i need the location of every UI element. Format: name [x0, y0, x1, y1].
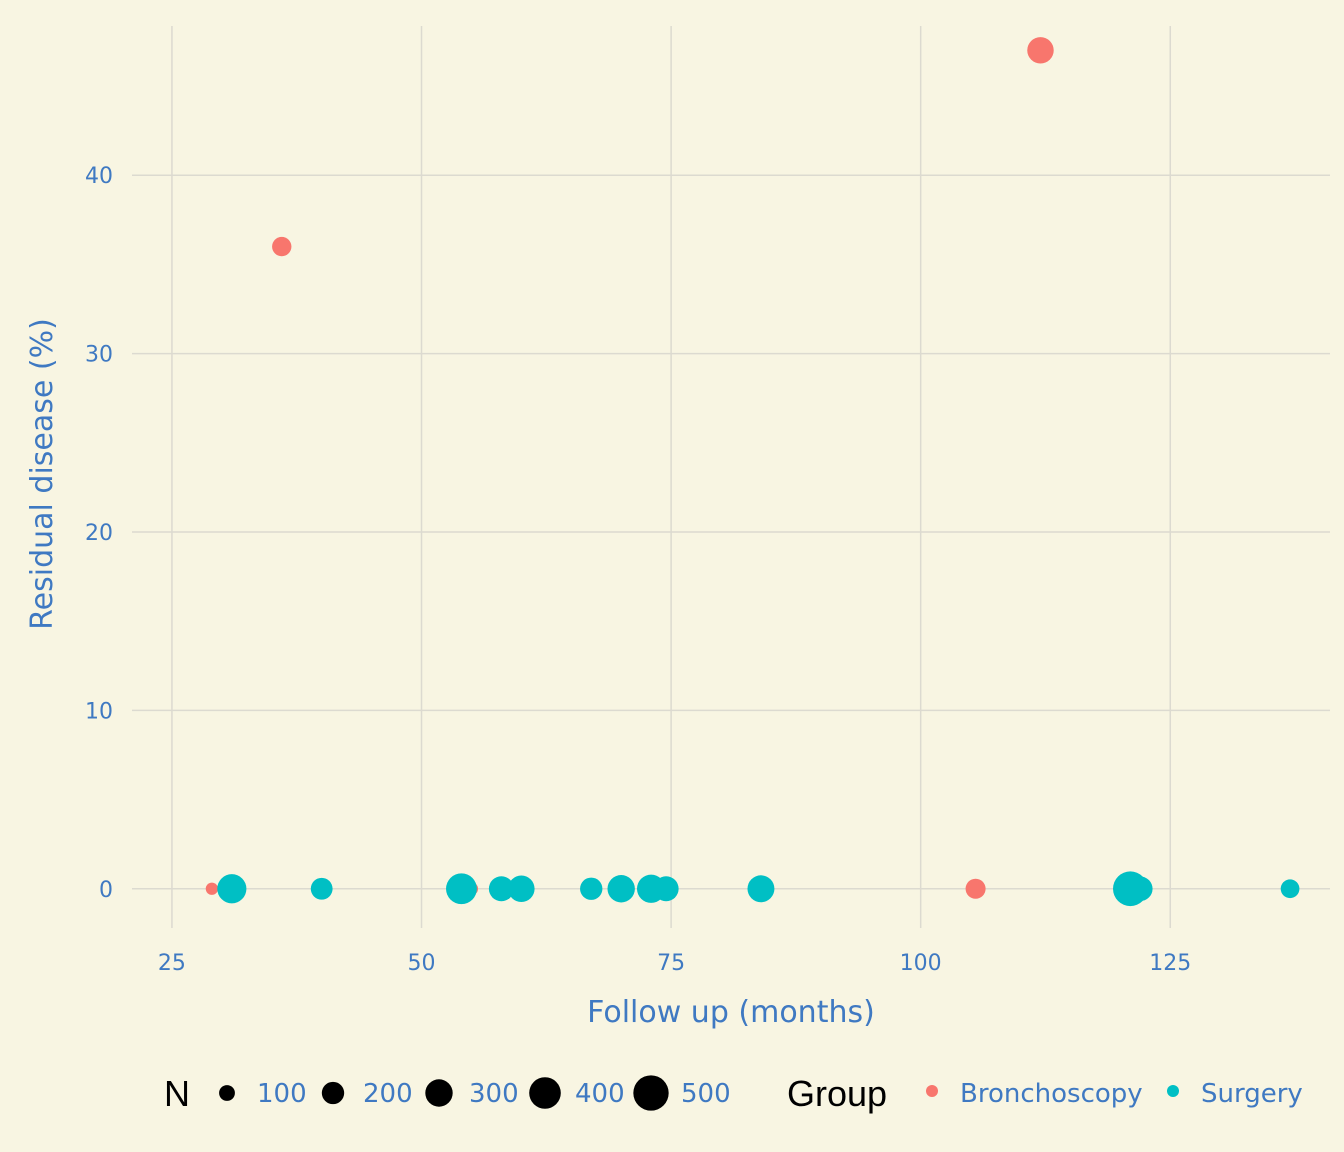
data-point — [607, 875, 635, 903]
data-point — [653, 876, 679, 902]
data-point — [580, 877, 603, 900]
y-tick-label: 20 — [85, 521, 113, 546]
y-tick-label: 40 — [85, 164, 113, 189]
size-legend-label: 400 — [575, 1079, 625, 1109]
y-tick-label: 30 — [85, 343, 113, 368]
data-point — [272, 236, 292, 257]
size-legend-marker — [321, 1081, 345, 1105]
data-point — [310, 877, 333, 900]
color-legend-marker — [926, 1085, 938, 1097]
data-point — [965, 878, 986, 899]
color-legend-marker — [1167, 1085, 1179, 1097]
size-legend-title: N — [164, 1073, 190, 1114]
size-legend-label: 200 — [363, 1079, 413, 1109]
x-tick-label: 75 — [657, 951, 685, 976]
legend: N 100 200 300 400 500 Group Bronchoscopy Surg… — [164, 1073, 1303, 1114]
y-tick-label: 10 — [85, 699, 113, 724]
x-tick-label: 25 — [158, 951, 186, 976]
size-legend-marker — [425, 1079, 453, 1107]
color-legend-title: Group — [787, 1073, 887, 1114]
data-point — [1027, 37, 1054, 64]
size-legend-marker — [633, 1075, 669, 1111]
y-axis-title: Residual disease (%) — [25, 318, 60, 630]
data-point — [446, 873, 477, 905]
size-legend-label: 300 — [469, 1079, 519, 1109]
color-legend-items: Bronchoscopy Surgery — [926, 1079, 1303, 1109]
data-points — [205, 37, 1300, 907]
x-axis-title: Follow up (months) — [587, 995, 875, 1030]
size-legend-label: 100 — [257, 1079, 307, 1109]
data-point — [1280, 879, 1300, 899]
color-legend-label: Surgery — [1201, 1079, 1303, 1109]
data-point — [217, 874, 247, 904]
y-tick-label: 0 — [99, 878, 113, 903]
x-tick-label: 50 — [408, 951, 436, 976]
size-legend-label: 500 — [681, 1079, 731, 1109]
x-tick-label: 125 — [1149, 951, 1191, 976]
x-tick-label: 100 — [900, 951, 942, 976]
size-legend-items: 100 200 300 400 500 — [219, 1075, 731, 1111]
color-legend-label: Bronchoscopy — [960, 1079, 1143, 1109]
data-point — [747, 875, 775, 903]
data-point — [508, 875, 535, 902]
data-point — [205, 882, 218, 895]
data-point — [1128, 876, 1153, 902]
size-legend-marker — [219, 1085, 235, 1101]
data-point — [488, 876, 514, 902]
size-legend-marker — [529, 1077, 561, 1109]
grid-lines — [132, 26, 1330, 928]
tick-labels: 25 50 75 100 125 0 10 20 30 40 — [85, 164, 1191, 976]
